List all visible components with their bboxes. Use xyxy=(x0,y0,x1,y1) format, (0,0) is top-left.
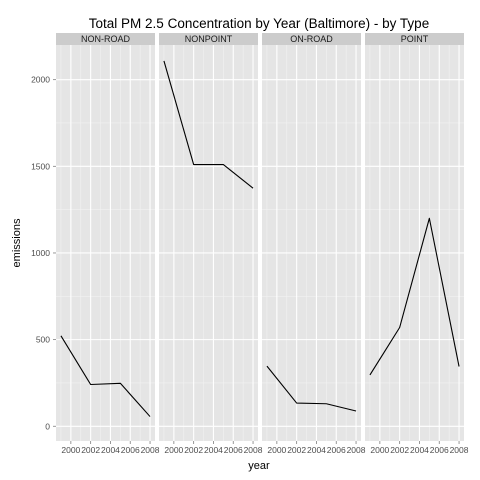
data-point xyxy=(89,383,92,386)
x-tick-label: 2006 xyxy=(224,445,243,455)
x-tick-label: 2000 xyxy=(267,445,286,455)
panel-background xyxy=(262,45,361,441)
series-line-point xyxy=(369,217,460,376)
y-axis-title: emissions xyxy=(11,218,23,267)
x-tick-label: 2006 xyxy=(430,445,449,455)
series-line-non-road xyxy=(60,335,151,417)
data-point xyxy=(59,334,62,337)
x-tick-label: 2006 xyxy=(121,445,140,455)
data-point xyxy=(222,163,225,166)
x-tick-label: 2002 xyxy=(184,445,203,455)
x-axis-nonpoint: 2000 2002 2004 2006 2008 xyxy=(164,441,263,455)
x-tick-label: 2000 xyxy=(61,445,80,455)
facet-panels: NON-ROAD NONPOINT ON-ROAD POINT xyxy=(56,33,464,441)
x-tick-label: 2006 xyxy=(327,445,346,455)
x-tick-label: 2008 xyxy=(141,445,160,455)
y-tick-label: 0 xyxy=(45,421,50,431)
series-line-on-road xyxy=(266,365,357,412)
x-axis-non-road: 2000 2002 2004 2006 2008 xyxy=(61,441,160,455)
facet-label: NON-ROAD xyxy=(81,34,130,44)
x-tick-label: 2008 xyxy=(450,445,469,455)
x-tick-label: 2008 xyxy=(347,445,366,455)
panel-background xyxy=(365,45,464,441)
facet-non-road: NON-ROAD xyxy=(56,33,155,441)
x-axis-point: 2000 2002 2004 2006 2008 xyxy=(370,441,469,455)
x-tick-label: 2008 xyxy=(244,445,263,455)
panel-background xyxy=(56,45,155,441)
x-tick-label: 2002 xyxy=(390,445,409,455)
data-point xyxy=(192,163,195,166)
y-tick-label: 1500 xyxy=(31,161,50,171)
facet-on-road: ON-ROAD xyxy=(262,33,361,441)
x-tick-label: 2004 xyxy=(307,445,326,455)
data-point xyxy=(162,59,165,62)
y-tick-label: 1000 xyxy=(31,248,50,258)
x-axes: 2000 2002 2004 2006 2008 2000 2002 2004 2006 2008… xyxy=(61,441,469,455)
x-tick-label: 2004 xyxy=(101,445,120,455)
y-tick-label: 2000 xyxy=(31,75,50,85)
x-tick-label: 2004 xyxy=(410,445,429,455)
data-point xyxy=(295,402,298,405)
facet-label: NONPOINT xyxy=(185,34,233,44)
facet-strip xyxy=(159,33,258,45)
facet-point: POINT xyxy=(365,33,464,441)
x-tick-label: 2002 xyxy=(81,445,100,455)
facet-nonpoint: NONPOINT xyxy=(159,33,258,441)
data-point xyxy=(355,410,358,413)
x-tick-label: 2000 xyxy=(164,445,183,455)
facet-label: POINT xyxy=(401,34,429,44)
data-point xyxy=(398,326,401,329)
facet-strip xyxy=(56,33,155,45)
x-tick-label: 2000 xyxy=(370,445,389,455)
facet-label: ON-ROAD xyxy=(290,34,333,44)
series-line-nonpoint xyxy=(163,60,254,189)
facet-strip xyxy=(262,33,361,45)
x-tick-label: 2002 xyxy=(287,445,306,455)
chart-title: Total PM 2.5 Concentration by Year (Balt… xyxy=(89,16,429,31)
y-axis: 0 500 1000 1500 2000 xyxy=(31,75,56,431)
data-point xyxy=(368,373,371,376)
x-axis-title: year xyxy=(248,460,270,472)
data-point xyxy=(458,365,461,368)
data-point xyxy=(428,217,431,220)
data-point xyxy=(149,415,152,418)
facet-strip xyxy=(365,33,464,45)
x-tick-label: 2004 xyxy=(204,445,223,455)
data-point xyxy=(119,382,122,385)
data-point xyxy=(265,365,268,368)
data-point xyxy=(325,402,328,405)
panel-background xyxy=(159,45,258,441)
data-point xyxy=(252,187,255,190)
y-tick-label: 500 xyxy=(36,335,50,345)
x-axis-on-road: 2000 2002 2004 2006 2008 xyxy=(267,441,366,455)
